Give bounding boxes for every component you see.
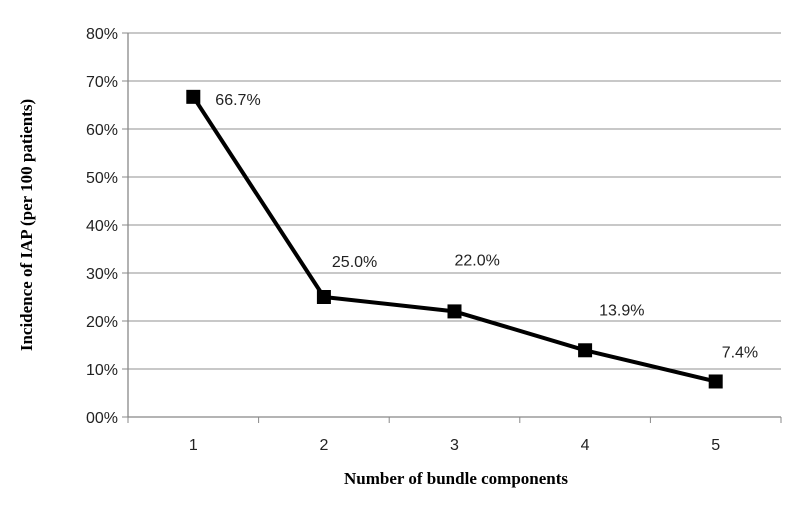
y-tick-labels: 00% 10% 20% 30% 40% 50% 60% 70% 80%	[86, 26, 118, 427]
data-label: 25.0%	[332, 254, 377, 271]
y-tick-label: 80%	[86, 26, 118, 43]
data-point-marker	[447, 304, 462, 319]
data-point-marker	[186, 89, 201, 104]
data-point-marker	[578, 343, 593, 358]
y-tick-label: 10%	[86, 362, 118, 379]
y-axis-title: Incidence of IAP (per 100 patients)	[17, 99, 36, 351]
y-tick-label: 20%	[86, 314, 118, 331]
data-label: 22.0%	[455, 252, 500, 269]
x-tick-label: 4	[581, 437, 590, 454]
y-tick-label: 50%	[86, 170, 118, 187]
data-label: 7.4%	[722, 344, 758, 361]
data-markers	[186, 89, 723, 389]
y-tick-label: 30%	[86, 266, 118, 283]
x-tick-label: 5	[711, 437, 720, 454]
x-tick-label: 3	[450, 437, 459, 454]
y-tick-label: 70%	[86, 74, 118, 91]
x-tick-labels: 1 2 3 4 5	[189, 437, 720, 454]
series-polyline	[191, 95, 717, 384]
data-point-marker	[316, 290, 331, 304]
data-label: 66.7%	[215, 92, 260, 109]
data-labels: 66.7% 25.0% 22.0% 13.9% 7.4%	[215, 92, 758, 362]
y-tick-label: 40%	[86, 218, 118, 235]
x-axis-title: Number of bundle components	[344, 469, 568, 488]
x-tick-label: 2	[319, 437, 328, 454]
series-line	[191, 95, 717, 384]
x-tick-label: 1	[189, 437, 198, 454]
data-point-marker	[708, 374, 723, 389]
y-tick-label: 00%	[86, 410, 118, 427]
data-label: 13.9%	[599, 302, 644, 319]
axes	[122, 32, 782, 423]
y-tick-label: 60%	[86, 122, 118, 139]
gridlines	[128, 32, 781, 370]
